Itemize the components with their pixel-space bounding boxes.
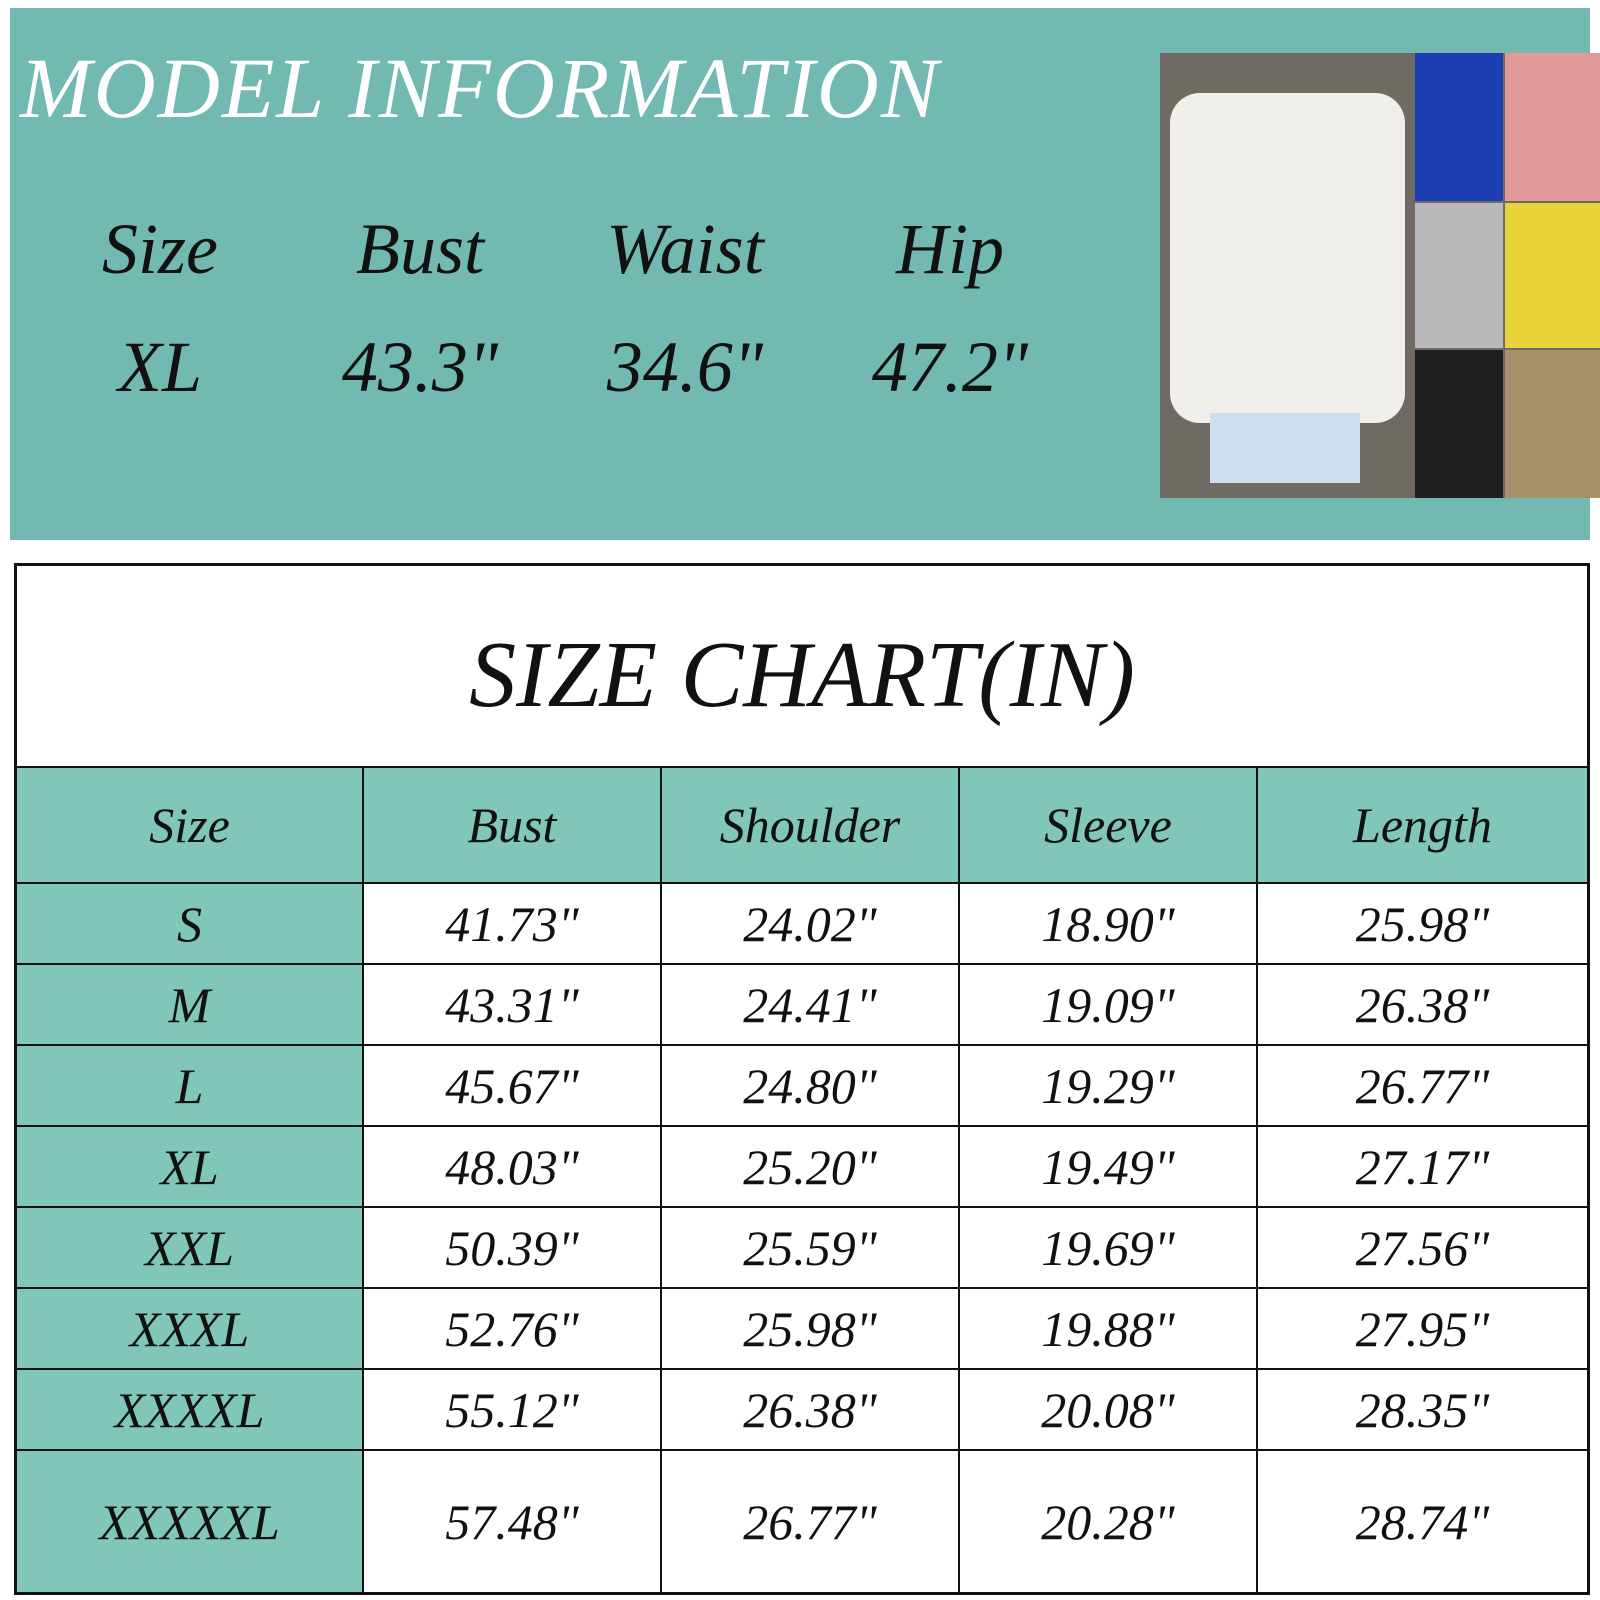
measurement: 25.20" [662, 1127, 960, 1208]
model-title: MODEL INFORMATION [20, 40, 941, 136]
model-header: Bust [355, 209, 484, 289]
measurement: 26.77" [662, 1451, 960, 1592]
measurement: 48.03" [364, 1127, 662, 1208]
measurement: 25.98" [1258, 884, 1587, 965]
measurement: 20.08" [960, 1370, 1258, 1451]
measurement: 27.56" [1258, 1208, 1587, 1289]
size-label: XXXXXL [17, 1451, 364, 1592]
measurement: 27.95" [1258, 1289, 1587, 1370]
model-header: Hip [896, 209, 1004, 289]
measurement: 24.80" [662, 1046, 960, 1127]
model-value: 47.2" [871, 327, 1029, 407]
measurement: 19.69" [960, 1208, 1258, 1289]
size-label: L [17, 1046, 364, 1127]
product-photo [1160, 53, 1600, 498]
measurement: 26.38" [662, 1370, 960, 1451]
measurement: 26.38" [1258, 965, 1587, 1046]
measurement: 19.29" [960, 1046, 1258, 1127]
column-header: Bust [364, 766, 662, 884]
measurement: 25.98" [662, 1289, 960, 1370]
size-label: XXL [17, 1208, 364, 1289]
measurement: 26.77" [1258, 1046, 1587, 1127]
model-header: Size [102, 209, 218, 289]
size-label: XXXL [17, 1289, 364, 1370]
size-label: M [17, 965, 364, 1046]
measurement: 25.59" [662, 1208, 960, 1289]
measurement: 19.49" [960, 1127, 1258, 1208]
measurement: 24.02" [662, 884, 960, 965]
measurement: 24.41" [662, 965, 960, 1046]
column-header: Sleeve [960, 766, 1258, 884]
measurement: 57.48" [364, 1451, 662, 1592]
column-header: Shoulder [662, 766, 960, 884]
column-header: Length [1258, 766, 1587, 884]
measurement: 41.73" [364, 884, 662, 965]
model-header: Waist [606, 209, 764, 289]
model-value: XL [117, 327, 203, 407]
size-label: S [17, 884, 364, 965]
measurement: 28.35" [1258, 1370, 1587, 1451]
measurement: 19.88" [960, 1289, 1258, 1370]
model-value: 43.3" [341, 327, 499, 407]
measurement: 27.17" [1258, 1127, 1587, 1208]
measurement: 50.39" [364, 1208, 662, 1289]
measurement: 45.67" [364, 1046, 662, 1127]
size-label: XL [17, 1127, 364, 1208]
chart-title: SIZE CHART(IN) [469, 623, 1135, 727]
measurement: 55.12" [364, 1370, 662, 1451]
size-chart: SIZE CHART(IN) Size Bust Shoulder Sleeve Len… [14, 563, 1590, 1595]
size-label: XXXXL [17, 1370, 364, 1451]
model-panel: MODEL INFORMATION Size Bust Waist Hip XL 43.3… [10, 8, 1600, 540]
measurement: 19.09" [960, 965, 1258, 1046]
column-header: Size [17, 766, 364, 884]
measurement: 43.31" [364, 965, 662, 1046]
measurement: 18.90" [960, 884, 1258, 965]
model-value: 34.6" [606, 327, 764, 407]
measurement: 52.76" [364, 1289, 662, 1370]
measurement: 28.74" [1355, 1493, 1490, 1550]
measurement: 20.28" [960, 1451, 1258, 1592]
